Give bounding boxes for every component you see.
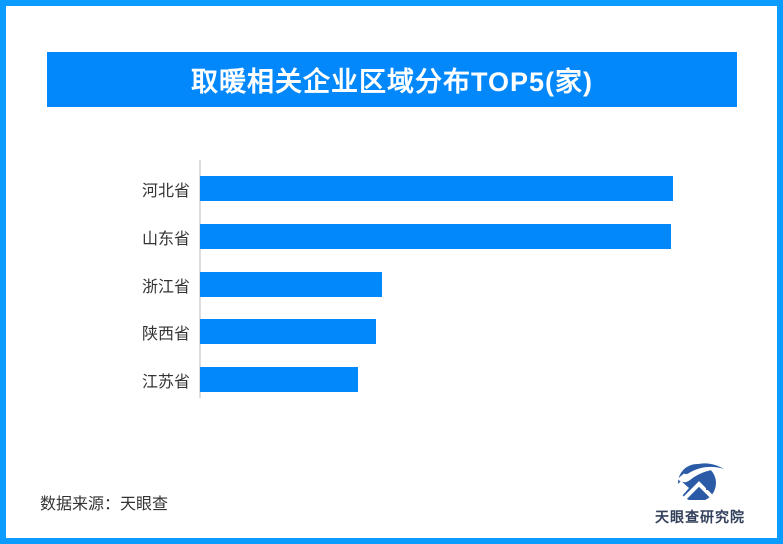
brand-logo: 天眼查研究院 (650, 460, 750, 527)
category-label: 河北省 (141, 182, 190, 200)
category-label: 陕西省 (141, 325, 190, 343)
category-label: 山东省 (141, 230, 190, 248)
bar-shaanxi (200, 319, 376, 344)
bar-row: 山东省 (6, 224, 671, 249)
category-label: 浙江省 (141, 278, 190, 296)
bar-row: 陕西省 (6, 319, 376, 344)
chart-title: 取暖相关企业区域分布TOP5(家) (190, 67, 593, 97)
page-frame: 取暖相关企业区域分布TOP5(家) 河北省 山东省 浙江省 陕西省 江苏省 数据… (6, 6, 777, 538)
tianyancha-logo-icon (675, 463, 725, 504)
bar-hebei (200, 176, 673, 201)
title-banner: 取暖相关企业区域分布TOP5(家) (47, 52, 737, 107)
data-source-text: 数据来源：天眼查 (40, 496, 169, 513)
bar-row: 浙江省 (6, 272, 382, 297)
bar-chart: 河北省 山东省 浙江省 陕西省 江苏省 (6, 6, 777, 538)
bar-row: 江苏省 (6, 367, 358, 392)
bar-zhejiang (200, 272, 382, 297)
bar-jiangsu (200, 367, 358, 392)
brand-name: 天眼查研究院 (655, 509, 745, 525)
category-label: 江苏省 (141, 373, 190, 391)
bar-row: 河北省 (6, 176, 673, 201)
bar-shandong (200, 224, 671, 249)
